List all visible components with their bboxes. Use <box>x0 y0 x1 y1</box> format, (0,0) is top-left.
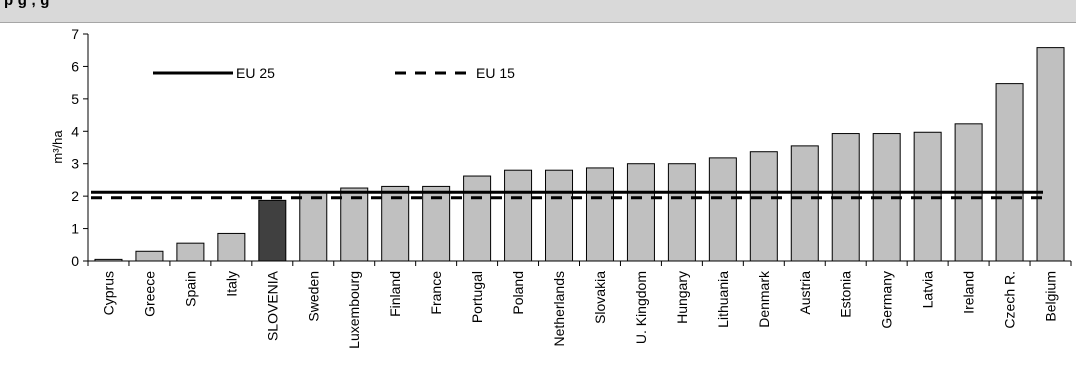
y-tick-label: 0 <box>71 253 79 269</box>
y-tick-label: 2 <box>71 188 79 204</box>
x-tick-label: Slovakia <box>592 271 608 324</box>
bar-czech-r <box>995 83 1024 262</box>
legend-label: EU 15 <box>476 65 515 81</box>
x-tick-label: Netherlands <box>551 271 567 347</box>
bar-slovakia <box>585 167 614 262</box>
x-tick-label: Portugal <box>469 271 485 323</box>
chart-title-strip: p g , g <box>0 0 1076 23</box>
x-tick-label: Greece <box>141 271 157 317</box>
y-tick-label: 3 <box>71 156 79 172</box>
y-axis-label: m³/ha <box>50 130 65 164</box>
bar-lithuania <box>708 157 737 262</box>
bar-belgium <box>1036 47 1065 262</box>
x-tick-label: Cyprus <box>100 271 116 315</box>
x-tick-label: U. Kingdom <box>633 271 649 344</box>
x-tick-label: Belgium <box>1043 271 1059 322</box>
x-tick-label: Lithuania <box>715 271 731 328</box>
bar-slovenia <box>258 199 287 262</box>
y-tick-label: 4 <box>71 123 79 139</box>
bar-luxembourg <box>340 187 369 262</box>
bar-greece <box>135 250 164 262</box>
bar-italy <box>217 232 246 262</box>
legend-label: EU 25 <box>236 65 275 81</box>
bar-u-kingdom <box>626 163 655 262</box>
bar-hungary <box>667 163 696 262</box>
x-tick-label: Estonia <box>838 271 854 318</box>
x-tick-label: Latvia <box>920 271 936 309</box>
bar-sweden <box>299 192 328 262</box>
x-tick-label: Austria <box>797 271 813 315</box>
y-tick-label: 7 <box>71 26 79 42</box>
x-tick-label: Poland <box>510 271 526 315</box>
x-tick-label: Germany <box>879 271 895 329</box>
y-tick-label: 6 <box>71 58 79 74</box>
x-tick-label: Czech R. <box>1002 271 1018 329</box>
bar-denmark <box>749 151 778 262</box>
bar-poland <box>504 169 533 262</box>
bar-austria <box>790 145 819 262</box>
x-tick-label: Spain <box>182 271 198 307</box>
bar-spain <box>176 242 205 262</box>
bar-portugal <box>463 175 492 262</box>
x-tick-label: Italy <box>223 271 239 297</box>
x-tick-label: SLOVENIA <box>264 270 280 341</box>
x-tick-label: Luxembourg <box>346 271 362 349</box>
x-tick-label: France <box>428 271 444 315</box>
y-tick-label: 5 <box>71 91 79 107</box>
chart-title: p g , g <box>4 0 50 9</box>
x-tick-label: Ireland <box>961 271 977 314</box>
x-tick-label: Denmark <box>756 270 772 328</box>
y-tick-label: 1 <box>71 221 79 237</box>
x-tick-label: Hungary <box>674 271 690 324</box>
x-tick-label: Sweden <box>305 271 321 322</box>
bar-netherlands <box>545 169 574 262</box>
x-tick-label: Finland <box>387 271 403 317</box>
